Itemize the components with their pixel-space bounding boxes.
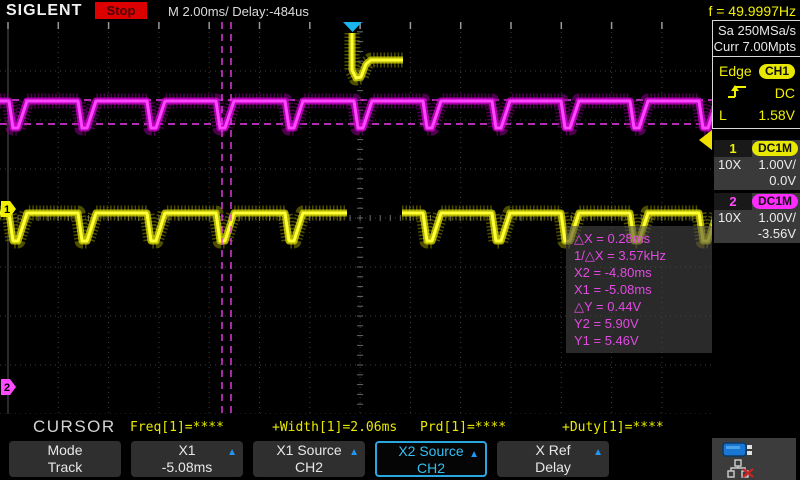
channel-2-probe: 10X [718,210,742,225]
up-arrow-icon: ▲ [469,449,479,460]
active-menu-title: CURSOR [33,417,116,436]
status-bar: CURSOR Freq[1]=**** +Width[1]=2.06ms Prd… [0,414,800,438]
up-arrow-icon: ▲ [227,447,237,458]
cursor-y1: Y1 = 5.46V [574,333,639,348]
trigger-type: Edge [719,63,752,79]
cursor-delta-y: △Y = 0.44V [574,299,642,314]
channel-2-number: 2 [714,193,752,210]
cursor-readout-panel: △X = 0.28ms 1/△X = 3.57kHz X2 = -4.80ms … [566,226,712,353]
cursor-delta-x: △X = 0.28ms [574,231,651,246]
channel-2-info-box[interactable]: 2 DC1M 10X 1.00V/ -3.56V [714,193,800,243]
memory-depth: Curr 7.00Mpts [713,39,796,54]
ch2-trace [0,93,712,136]
measurement-period: Prd[1]=**** [420,420,507,435]
measurement-freq: Freq[1]=**** [130,420,224,435]
softkey-x-ref[interactable]: ▲ X Ref Delay [497,441,609,477]
trigger-info-box[interactable]: Edge CH1 DC L 1.58V [712,57,800,129]
acquisition-info-box: Sa 250MSa/s Curr 7.00Mpts [712,20,800,57]
cursor-x1: X1 = -5.08ms [574,282,652,297]
softkey-x1[interactable]: ▲ X1 -5.08ms [131,441,243,477]
channel-2-position-marker[interactable]: 2 [1,379,16,395]
trigger-source-badge: CH1 [758,63,795,79]
trigger-level-value: 1.58V [758,107,795,123]
ch1-trace [0,33,712,249]
softkey-x2-source[interactable]: ▲ X2 Source CH2 [375,441,487,477]
channel-2-scale: 1.00V/ [758,210,796,225]
channel-1-offset: 0.0V [769,173,796,188]
channel-1-info-box[interactable]: 1 DC1M 10X 1.00V/ 0.0V [714,140,800,190]
trigger-level-label: L [719,107,727,123]
top-bar: SIGLENT Stop M 2.00ms/ Delay:-484us f = … [0,0,800,22]
channel-2-offset: -3.56V [757,226,796,241]
channel-2-coupling-badge: DC1M [751,194,798,209]
up-arrow-icon: ▲ [593,447,603,458]
graticule [0,21,712,415]
measurement-pwidth: +Width[1]=2.06ms [272,420,398,435]
measurement-duty: +Duty[1]=**** [562,420,664,435]
lan-disconnected-icon [727,459,754,478]
rising-edge-icon [727,84,747,102]
usb-icon [722,442,752,457]
svg-text:2: 2 [4,382,10,394]
trigger-coupling: DC [774,85,795,101]
up-arrow-icon: ▲ [349,447,359,458]
softkey-mode[interactable]: Mode Track [9,441,121,477]
softkey-menu: Mode Track ▲ X1 -5.08ms ▲ X1 Source CH2 ▲ X… [0,438,800,480]
io-status-panel [712,438,796,480]
trigger-level-marker[interactable] [699,130,712,150]
trigger-position-marker[interactable] [343,22,362,32]
channel-1-position-marker[interactable]: 1 [1,201,16,217]
cursor-inv-delta-x: 1/△X = 3.57kHz [574,248,667,263]
svg-text:1: 1 [4,204,10,216]
channel-1-probe: 10X [718,157,742,172]
run-state-badge[interactable]: Stop [95,2,147,19]
cursor-x2: X2 = -4.80ms [574,265,652,280]
timebase-readout[interactable]: M 2.00ms/ Delay:-484us [168,4,309,19]
channel-1-coupling-badge: DC1M [751,141,798,156]
channel-1-scale: 1.00V/ [758,157,796,172]
softkey-x1-source[interactable]: ▲ X1 Source CH2 [253,441,365,477]
cursor-y2: Y2 = 5.90V [574,316,639,331]
sample-rate: Sa 250MSa/s [717,23,796,38]
siglent-logo: SIGLENT [6,2,83,19]
channel-1-number: 1 [714,140,752,157]
frequency-counter: f = 49.9997Hz [708,3,796,19]
